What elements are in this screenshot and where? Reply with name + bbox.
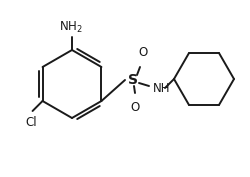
Text: Cl: Cl bbox=[26, 116, 37, 129]
Text: $\mathrm{NH_2}$: $\mathrm{NH_2}$ bbox=[59, 20, 83, 35]
Text: O: O bbox=[138, 46, 147, 59]
Text: NH: NH bbox=[153, 82, 170, 96]
Text: S: S bbox=[128, 73, 138, 87]
Text: O: O bbox=[130, 101, 140, 114]
